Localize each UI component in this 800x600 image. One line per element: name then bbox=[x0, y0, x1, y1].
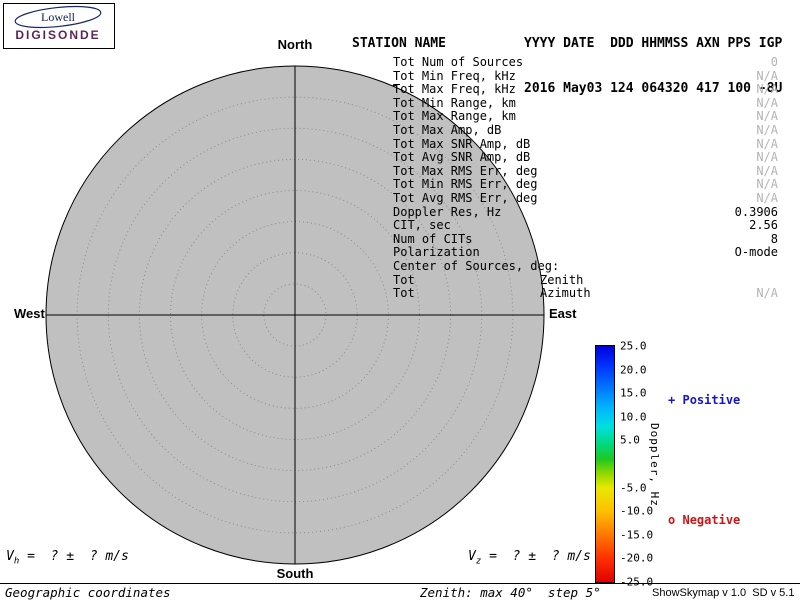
footer-divider bbox=[0, 583, 800, 584]
south-label: South bbox=[276, 566, 314, 581]
skymap-polar-plot bbox=[45, 65, 545, 565]
circle-icon: o bbox=[668, 513, 676, 527]
station-name-label: STATION NAME bbox=[352, 36, 446, 51]
colorbar-tick: -25.0 bbox=[620, 575, 654, 589]
colorbar-tick: -20.0 bbox=[620, 551, 654, 565]
colorbar-tick: 20.0 bbox=[620, 363, 647, 377]
stat-row-max-freq: Tot Max Freq, kHz N/A bbox=[393, 82, 778, 97]
orbit-ellipse-icon bbox=[14, 5, 102, 29]
coordinates-mode-label: Geographic coordinates bbox=[5, 585, 171, 600]
app-version-label: ShowSkymap v 1.0 SD v 5.1 bbox=[652, 587, 795, 599]
timestamp-header: YYYY DATE DDD HHMMSS AXN PPS IGP 2016 Ma… bbox=[524, 6, 782, 126]
colorbar-tick: 5.0 bbox=[620, 433, 640, 447]
legend-positive: + Positive bbox=[668, 393, 740, 407]
east-label: East bbox=[549, 306, 577, 321]
stat-row-center-of-sources: Center of Sources, deg: bbox=[393, 258, 560, 273]
stat-row-min-freq: Tot Min Freq, kHz N/A bbox=[393, 68, 778, 83]
stat-row-max-snr-amp: Tot Max SNR Amp, dB N/A bbox=[393, 136, 778, 151]
west-label: West bbox=[14, 306, 45, 321]
stat-row-cit-sec: CIT, sec 2.56 bbox=[393, 218, 778, 233]
vertical-velocity-readout: Vz = ? ± ? m/s bbox=[468, 549, 591, 567]
logo-brand-bottom: DIGISONDE bbox=[15, 28, 100, 42]
north-label: North bbox=[277, 37, 313, 52]
timestamp-fields-label: YYYY DATE DDD HHMMSS AXN PPS IGP bbox=[524, 36, 783, 51]
colorbar-tick: 15.0 bbox=[620, 386, 647, 400]
legend-positive-label: Positive bbox=[682, 393, 741, 407]
horizontal-velocity-readout: Vh = ? ± ? m/s bbox=[6, 549, 129, 567]
zenith-scale-label: Zenith: max 40° step 5° bbox=[420, 585, 601, 600]
stat-row-polarization: Polarization O-mode bbox=[393, 245, 778, 260]
stat-row-avg-rms-err: Tot Avg RMS Err, deg N/A bbox=[393, 190, 778, 205]
stat-row-tot-num-sources: Tot Num of Sources 0 bbox=[393, 55, 778, 69]
legend-negative-label: Negative bbox=[682, 513, 741, 527]
statistics-panel: Tot Num of Sources 0 Tot Min Freq, kHz N… bbox=[393, 55, 778, 301]
legend-negative: o Negative bbox=[668, 513, 740, 527]
doppler-colorbar: 25.0 20.0 15.0 10.0 5.0 -5.0 -10.0 -15.0… bbox=[595, 340, 653, 589]
colorbar-tick: 25.0 bbox=[620, 339, 647, 353]
stat-row-min-range: Tot Min Range, km N/A bbox=[393, 95, 778, 110]
colorbar-tick: -15.0 bbox=[620, 528, 654, 542]
lowell-orbit-mark: Lowell DIGISONDE bbox=[14, 5, 102, 42]
stat-row-max-rms-err: Tot Max RMS Err, deg N/A bbox=[393, 163, 778, 178]
plus-icon: + bbox=[668, 393, 676, 407]
stat-row-doppler-res: Doppler Res, Hz 0.3906 bbox=[393, 204, 778, 219]
timestamp-fields-value: 2016 May03 124 064320 417 100 -8U bbox=[524, 81, 783, 96]
colorbar-axis-label: Doppler, Hz bbox=[648, 423, 661, 507]
stat-row-num-cits: Num of CITs 8 bbox=[393, 231, 778, 246]
lowell-digisonde-logo: Lowell DIGISONDE bbox=[3, 3, 115, 49]
stat-row-tot-azimuth: Tot Azimuth N/A bbox=[393, 286, 778, 301]
colorbar-tick: -5.0 bbox=[620, 481, 647, 495]
colorbar-tick: 10.0 bbox=[620, 410, 647, 424]
stat-row-avg-snr-amp: Tot Avg SNR Amp, dB N/A bbox=[393, 150, 778, 165]
logo-brand-top: Lowell bbox=[41, 10, 76, 24]
stat-row-max-amp: Tot Max Amp, dB N/A bbox=[393, 122, 778, 137]
stat-row-max-range: Tot Max Range, km N/A bbox=[393, 109, 778, 124]
stat-row-min-rms-err: Tot Min RMS Err, deg N/A bbox=[393, 177, 778, 192]
colorbar-tick: -10.0 bbox=[620, 504, 654, 518]
stat-row-tot-zenith: Tot Zenith bbox=[393, 272, 584, 287]
